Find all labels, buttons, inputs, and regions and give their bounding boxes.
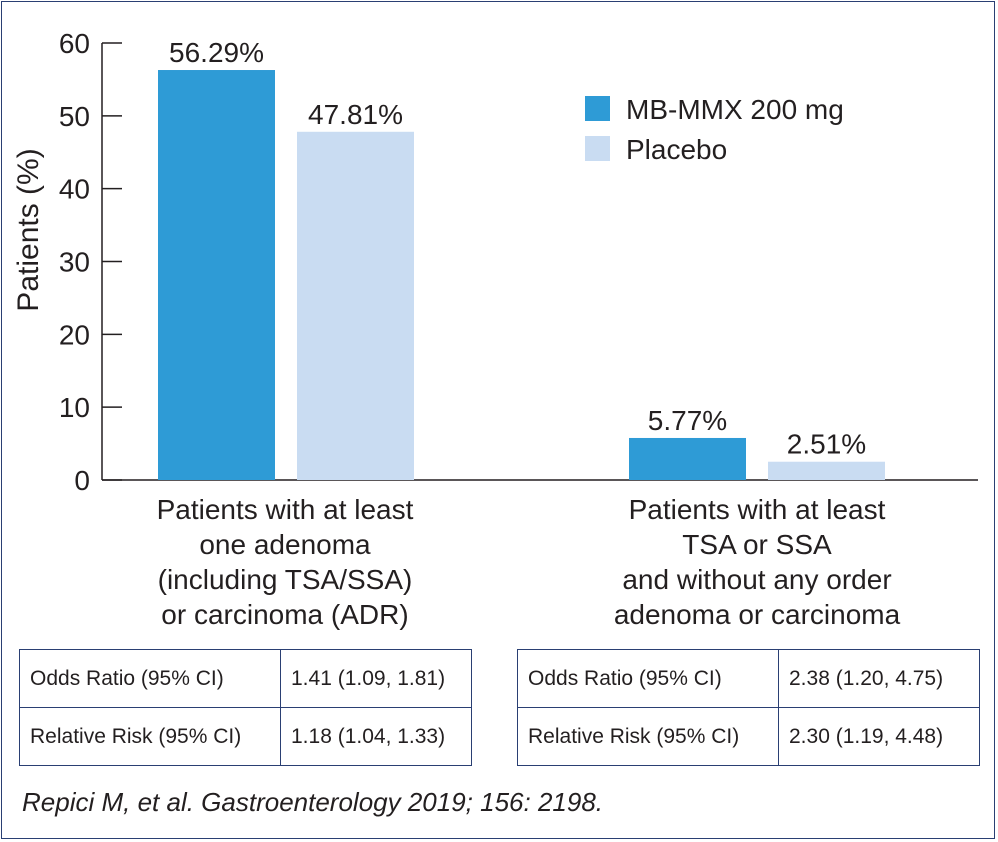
category-label-line: one adenoma (199, 529, 371, 560)
table-cell-label: Relative Risk (95% CI) (19, 707, 281, 766)
category-label-tsa-ssa: Patients with at least TSA or SSA and wi… (557, 492, 957, 632)
category-label-line: adenoma or carcinoma (613, 599, 901, 630)
y-tick-label: 30 (59, 247, 90, 278)
source-citation: Repici M, et al. Gastroenterology 2019; … (22, 787, 604, 817)
bar (158, 70, 275, 480)
bar (297, 131, 414, 481)
table-cell-label: Odds Ratio (95% CI) (517, 649, 779, 708)
bar-value-label: 56.29% (169, 37, 264, 68)
legend-label: MB-MMX 200 mg (626, 94, 844, 125)
chart-legend: MB-MMX 200 mg Placebo (585, 94, 844, 165)
y-axis-label: Patients (%) (12, 148, 45, 311)
bar (629, 437, 746, 480)
y-tick-label: 0 (74, 465, 90, 496)
category-label-adr: Patients with at least one adenoma (incl… (85, 492, 485, 632)
category-label-line: and without any order (622, 564, 892, 595)
bar (768, 461, 885, 480)
table-row: Relative Risk (95% CI) 1.18 (1.04, 1.33) (19, 707, 472, 766)
legend-label: Placebo (626, 134, 727, 165)
category-label-line: Patients with at least (628, 494, 886, 525)
category-label-line: (including TSA/SSA) (157, 564, 413, 595)
category-label-line: or carcinoma (ADR) (161, 599, 409, 630)
y-tick-label: 40 (59, 174, 90, 205)
category-label-line: Patients with at least (156, 494, 414, 525)
bar-chart: 0 10 20 30 40 50 60 56.29% 5.77% 47.81% 2.51% MB-… (12, 28, 978, 496)
bar-value-label: 47.81% (308, 99, 403, 130)
bar-value-label: 2.51% (787, 429, 866, 460)
table-cell-value: 2.38 (1.20, 4.75) (778, 649, 980, 708)
y-tick-label: 10 (59, 392, 90, 423)
table-cell-value: 1.41 (1.09, 1.81) (280, 649, 472, 708)
stats-table-adr: Odds Ratio (95% CI) 1.41 (1.09, 1.81) Re… (19, 649, 472, 766)
table-row: Odds Ratio (95% CI) 1.41 (1.09, 1.81) (19, 649, 472, 708)
y-tick-label: 20 (59, 319, 90, 350)
category-label-line: TSA or SSA (682, 529, 832, 560)
chart-bars: 56.29% 5.77% 47.81% 2.51% (158, 37, 885, 481)
y-tick-label: 50 (59, 101, 90, 132)
y-tick-label: 60 (59, 28, 90, 59)
bar-value-label: 5.77% (648, 405, 727, 436)
table-cell-value: 1.18 (1.04, 1.33) (280, 707, 472, 766)
table-row: Relative Risk (95% CI) 2.30 (1.19, 4.48) (517, 707, 980, 766)
chart-axes: 0 10 20 30 40 50 60 (59, 28, 978, 496)
legend-swatch (585, 96, 610, 121)
legend-swatch (585, 136, 610, 161)
table-cell-label: Relative Risk (95% CI) (517, 707, 779, 766)
table-cell-value: 2.30 (1.19, 4.48) (778, 707, 980, 766)
table-row: Odds Ratio (95% CI) 2.38 (1.20, 4.75) (517, 649, 980, 708)
stats-table-tsa-ssa: Odds Ratio (95% CI) 2.38 (1.20, 4.75) Re… (517, 649, 980, 766)
table-cell-label: Odds Ratio (95% CI) (19, 649, 281, 708)
